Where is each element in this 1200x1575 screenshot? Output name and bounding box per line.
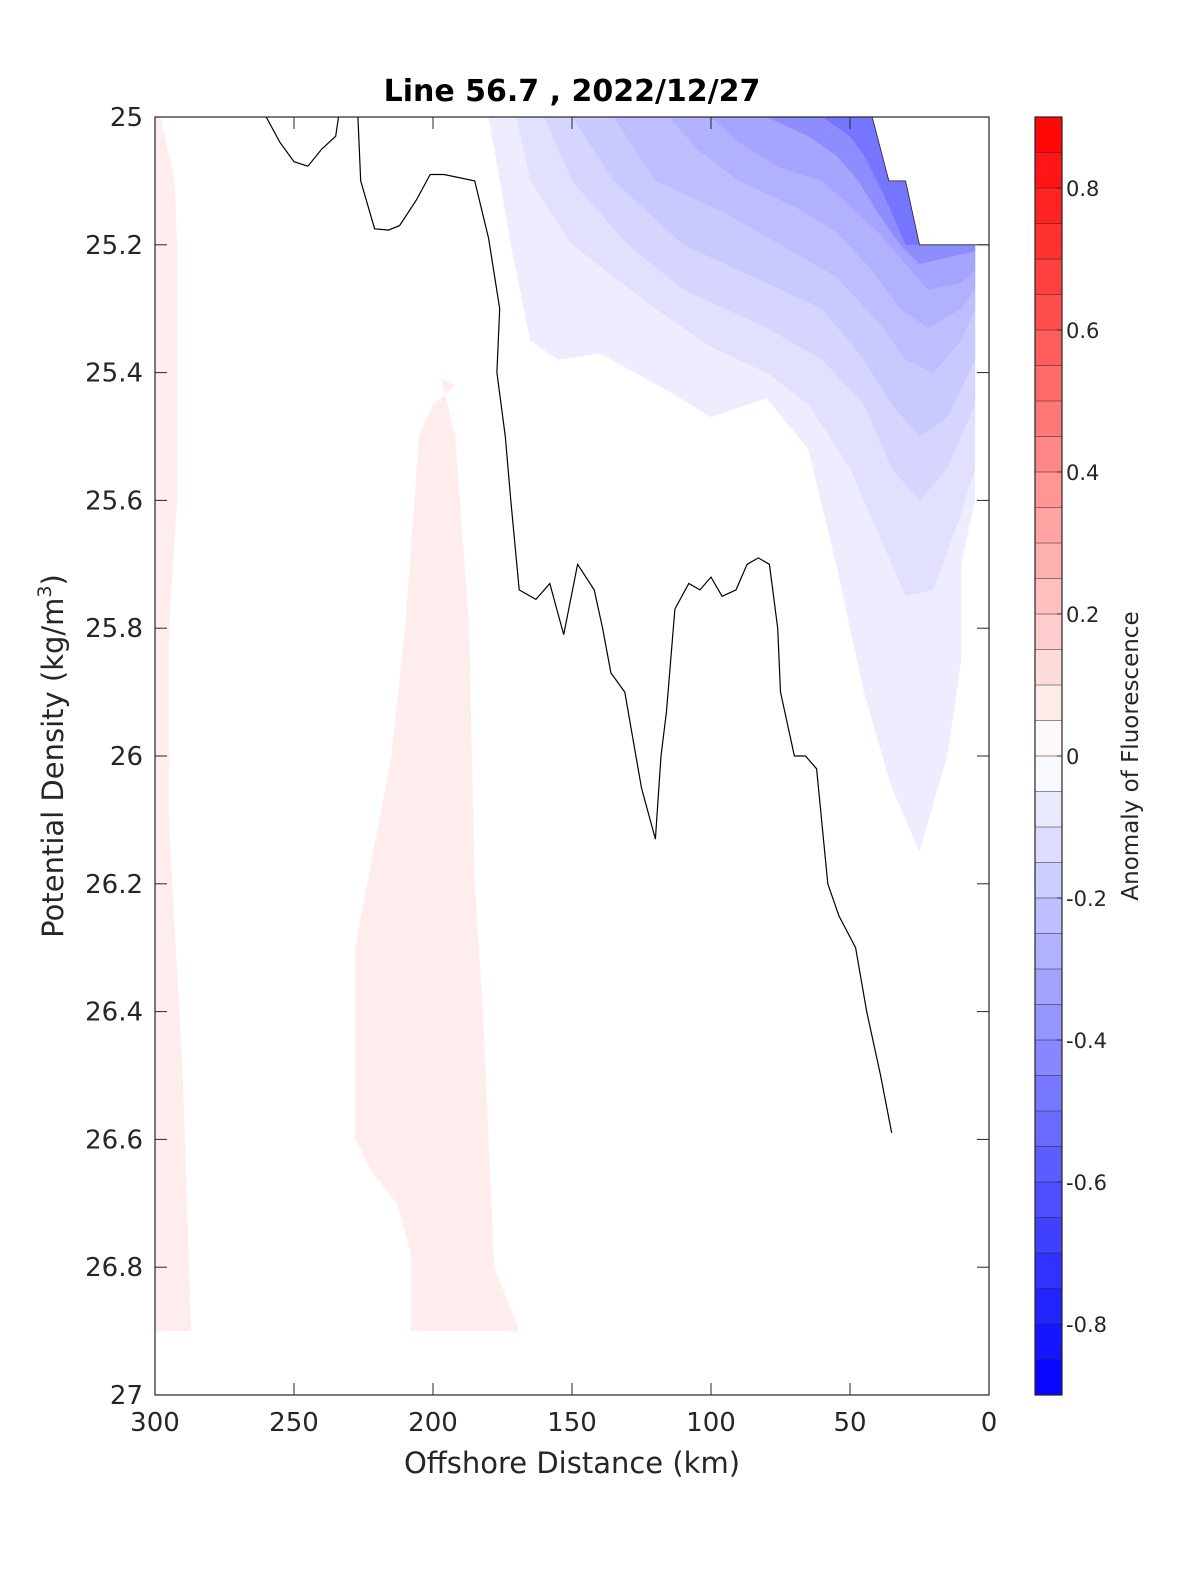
y-tick-label: 25.4 [85,359,143,389]
colorbar-swatch [1035,933,1062,970]
y-tick-label: 26.4 [85,998,143,1028]
colorbar-swatch [1035,1217,1062,1254]
colorbar-swatch [1035,472,1062,508]
colorbar-tick-label: 0.8 [1066,177,1099,201]
x-tick-label: 200 [408,1408,458,1438]
colorbar-swatch [1035,720,1062,757]
negative-anomaly-region-8 [766,117,976,264]
x-tick-label: 300 [130,1408,180,1438]
y-tick-label: 26.6 [85,1125,143,1155]
positive-anomaly-region-1 [155,117,192,1332]
colorbar-swatch [1035,649,1062,686]
colorbar-swatch [1035,1324,1062,1360]
x-tick-label: 50 [833,1408,866,1438]
colorbar: 0.8 0.6 0.4 0.2 0 -0.2 -0.4 -0.6 -0.8 Anomaly of… [1034,116,1144,1396]
y-tick-label: 26.2 [85,870,143,900]
y-axis-label-main: Potential Density (kg/m [36,598,70,938]
positive-anomaly-region-2 [355,379,520,1332]
colorbar-swatch [1035,436,1062,473]
colorbar-swatch [1035,1075,1062,1112]
colorbar-swatch [1035,1146,1062,1183]
x-tick-label: 250 [269,1408,319,1438]
plot-area: 300 250 200 150 100 50 0 2525.225.425.625.8262… [85,103,997,1438]
colorbar-swatch [1035,294,1062,331]
colorbar-tick-label: -0.6 [1066,1171,1107,1195]
colorbar-swatch [1035,330,1062,366]
x-axis-label: Offshore Distance (km) [404,1446,740,1480]
colorbar-tick-label: -0.8 [1066,1313,1107,1337]
colorbar-swatch [1035,969,1062,1005]
x-tick-label: 0 [981,1408,998,1438]
colorbar-label: Anomaly of Fluorescence [1118,611,1144,900]
colorbar-swatch [1035,1288,1062,1325]
colorbar-swatch [1035,188,1062,224]
x-tick-label: 150 [547,1408,597,1438]
x-axis: 300 250 200 150 100 50 0 [130,117,997,1438]
colorbar-swatch [1035,401,1062,437]
colorbar-swatch [1035,898,1062,934]
colorbar-swatch [1035,1182,1062,1218]
y-tick-label: 26 [110,742,143,772]
colorbar-swatch [1035,365,1062,402]
colorbar-swatch [1035,1004,1062,1041]
colorbar-swatch [1035,507,1062,544]
y-tick-label: 25 [110,103,143,133]
colorbar-swatch [1035,862,1062,899]
colorbar-tick-label: -0.4 [1066,1029,1107,1053]
y-axis: 25 25.2 25.4 25.6 25.8 26 26.2 26.4 26.6 26.8 27 [85,103,989,1411]
colorbar-swatch [1035,827,1062,863]
y-tick-label: 25.8 [85,614,143,644]
y-tick-label: 26.8 [85,1253,143,1283]
y-tick-label: 25.2 [85,231,143,261]
colorbar-swatch [1035,152,1062,189]
colorbar-swatch [1035,791,1062,828]
zero-contour-line-1 [265,117,340,167]
y-tick-label: 25.6 [85,486,143,516]
colorbar-tick-label: 0.6 [1066,319,1099,343]
y-tick-label: 27 [110,1381,143,1411]
x-tick-label: 100 [686,1408,736,1438]
chart-title: Line 56.7 , 2022/12/27 [384,74,761,109]
colorbar-swatches [1035,117,1062,1396]
colorbar-ticks: 0.8 0.6 0.4 0.2 0 -0.2 -0.4 -0.6 -0.8 [1057,177,1107,1337]
zero-contour-layer [265,117,893,1134]
negative-anomaly-region-6 [669,117,976,328]
colorbar-swatch [1035,756,1062,792]
colorbar-tick-label: 0.2 [1066,603,1099,627]
colorbar-swatch [1035,1111,1062,1147]
colorbar-swatch [1035,259,1062,295]
y-axis-label-suffix: ) [36,574,70,585]
colorbar-swatch [1035,1040,1062,1076]
colorbar-tick-label: 0.4 [1066,461,1099,485]
colorbar-swatch [1035,543,1062,579]
y-axis-label-superscript: 3 [34,585,56,597]
colorbar-tick-label: -0.2 [1066,887,1107,911]
colorbar-swatch [1035,685,1062,721]
colorbar-swatch [1035,1253,1062,1289]
contour-fill-layer [155,117,989,1332]
colorbar-swatch [1035,117,1062,153]
y-axis-label: Potential Density (kg/m3) [34,574,70,938]
colorbar-tick-label: 0 [1066,745,1079,769]
colorbar-swatch [1035,1359,1062,1396]
colorbar-swatch [1035,223,1062,260]
colorbar-swatch [1035,578,1062,615]
negative-anomaly-region-9 [822,117,920,245]
zero-contour-line-2 [357,117,893,1134]
colorbar-swatch [1035,614,1062,650]
no-data-region [871,117,989,246]
